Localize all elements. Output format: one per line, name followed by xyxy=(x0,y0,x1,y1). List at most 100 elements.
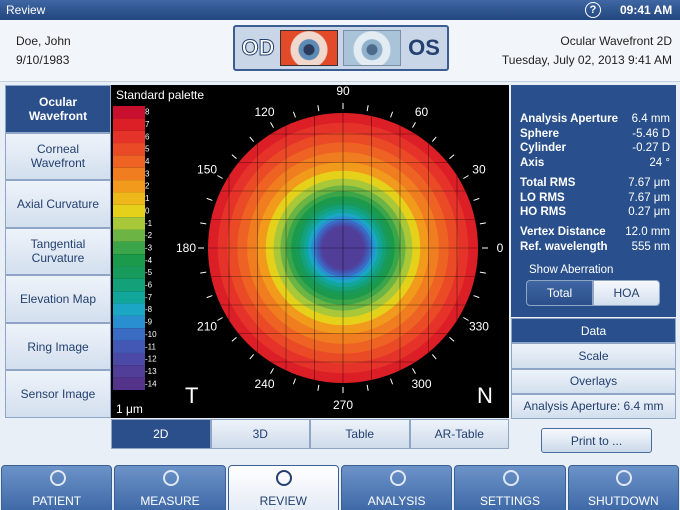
angle-tick xyxy=(473,197,480,201)
aberration-title: Show Aberration xyxy=(529,264,614,276)
bottom-nav-button[interactable]: REVIEW xyxy=(227,465,339,510)
stat-label: HO RMS xyxy=(520,206,566,219)
right-menu-item[interactable]: Overlays xyxy=(511,368,676,394)
palette-swatch xyxy=(113,315,145,329)
palette-label: 5 xyxy=(145,145,150,154)
bottom-nav-button[interactable]: PATIENT xyxy=(1,465,113,510)
palette-label: 1 xyxy=(145,194,150,203)
view-tab[interactable]: 3D xyxy=(210,419,310,449)
os-label[interactable]: OS xyxy=(408,35,440,60)
stat-label: Vertex Distance xyxy=(520,226,606,238)
angle-label: 0 xyxy=(497,241,504,255)
nav-icon xyxy=(49,470,66,486)
angle-tick xyxy=(463,317,469,321)
angle-tick xyxy=(431,354,437,360)
stat-label: Analysis Aperture xyxy=(520,113,618,125)
stat-value: 555 nm xyxy=(631,240,670,253)
angle-tick xyxy=(206,197,213,201)
help-button[interactable]: ? xyxy=(585,2,601,18)
palette-swatch xyxy=(113,278,145,292)
os-eye-image[interactable] xyxy=(343,30,401,66)
stat-value: 6.4 mm xyxy=(631,113,670,125)
clock: 09:41 AM xyxy=(620,3,673,17)
palette-swatch xyxy=(113,352,145,366)
palette-swatch xyxy=(113,106,145,119)
angle-tick xyxy=(317,105,320,112)
side-nav-button[interactable]: Elevation Map xyxy=(5,275,111,323)
stat-label: Cylinder xyxy=(520,142,567,155)
nav-label: PATIENT xyxy=(32,494,82,508)
bottom-nav-button[interactable]: ANALYSIS xyxy=(341,465,453,510)
angle-tick xyxy=(479,222,486,225)
side-nav-button[interactable]: Sensor Image xyxy=(5,370,111,418)
exam-datetime: Tuesday, July 02, 2013 9:41 AM xyxy=(501,53,672,67)
palette-label: -7 xyxy=(145,293,153,302)
header: Doe, John 9/10/1983 OD OS Ocular Wavefro… xyxy=(0,20,680,82)
angle-label: 330 xyxy=(469,320,489,334)
palette-swatch xyxy=(113,180,145,193)
bottom-nav-button[interactable]: MEASURE xyxy=(114,465,226,510)
stat-value: 0.27 μm xyxy=(628,206,670,219)
palette-label: 4 xyxy=(145,157,150,166)
angle-tick xyxy=(390,378,394,385)
palette-label: 0 xyxy=(145,206,150,215)
od-eye-image[interactable] xyxy=(280,30,338,66)
palette-label: -4 xyxy=(145,256,153,265)
palette-label: -6 xyxy=(145,281,153,290)
angle-tick xyxy=(217,175,223,179)
angle-label: 60 xyxy=(415,105,429,119)
palette-title: Standard palette xyxy=(116,88,204,102)
angle-tick xyxy=(206,295,213,299)
angle-label: 300 xyxy=(411,377,431,391)
nav-label: SHUTDOWN xyxy=(587,494,659,508)
right-menu-item[interactable]: Data xyxy=(511,318,676,344)
side-nav-button[interactable]: Tangential Curvature xyxy=(5,227,111,276)
aberration-option[interactable]: HOA xyxy=(593,280,660,306)
od-label[interactable]: OD xyxy=(241,35,275,61)
right-menu-item[interactable]: Scale xyxy=(511,343,676,369)
angle-label: 180 xyxy=(176,241,196,255)
exam-title: Ocular Wavefront 2D xyxy=(560,34,672,48)
view-tab[interactable]: 2D xyxy=(111,419,211,449)
palette-swatch xyxy=(113,130,145,144)
bottom-nav-button[interactable]: SHUTDOWN xyxy=(567,465,679,510)
stat-value: -0.27 D xyxy=(632,142,670,155)
stat-label: LO RMS xyxy=(520,191,565,204)
palette-swatch xyxy=(113,377,145,390)
print-button[interactable]: Print to ... xyxy=(541,428,652,453)
side-nav-button[interactable]: Ring Image xyxy=(5,322,111,371)
angle-tick xyxy=(479,271,486,274)
unit-label: 1 μm xyxy=(116,402,143,416)
palette-swatch xyxy=(113,204,145,218)
angle-tick xyxy=(200,271,207,274)
stat-label: Total RMS xyxy=(520,177,576,189)
palette-label: -10 xyxy=(145,330,157,339)
wavefront-map: Standard palette876543210-1-2-3-4-5-6-7-… xyxy=(111,85,509,418)
palette-label: -5 xyxy=(145,268,153,277)
angle-tick xyxy=(473,295,480,299)
palette-swatch xyxy=(113,167,145,181)
right-menu-item[interactable]: Analysis Aperture: 6.4 mm xyxy=(511,393,676,419)
nav-label: MEASURE xyxy=(140,494,200,508)
view-tab[interactable]: AR-Table xyxy=(409,419,509,449)
nav-label: REVIEW xyxy=(259,494,307,508)
nav-icon xyxy=(616,470,633,486)
angle-tick xyxy=(200,222,207,225)
view-tab[interactable]: Table xyxy=(310,419,410,449)
angle-label: 240 xyxy=(254,377,274,391)
side-nav-button[interactable]: Axial Curvature xyxy=(5,180,111,228)
angle-label: 120 xyxy=(254,105,274,119)
angle-tick xyxy=(463,175,469,179)
bottom-nav-button[interactable]: SETTINGS xyxy=(454,465,566,510)
side-nav-button[interactable]: Corneal Wavefront xyxy=(5,132,111,181)
stat-label: Axis xyxy=(520,157,545,170)
stat-value: 12.0 mm xyxy=(625,226,670,238)
palette-swatch xyxy=(113,340,145,353)
angle-tick xyxy=(270,122,274,128)
side-nav-button[interactable]: Ocular Wavefront xyxy=(5,85,111,133)
angle-label: 90 xyxy=(336,85,350,98)
aberration-option[interactable]: Total xyxy=(526,280,593,306)
palette-label: 3 xyxy=(145,169,150,178)
angle-tick xyxy=(412,122,416,128)
